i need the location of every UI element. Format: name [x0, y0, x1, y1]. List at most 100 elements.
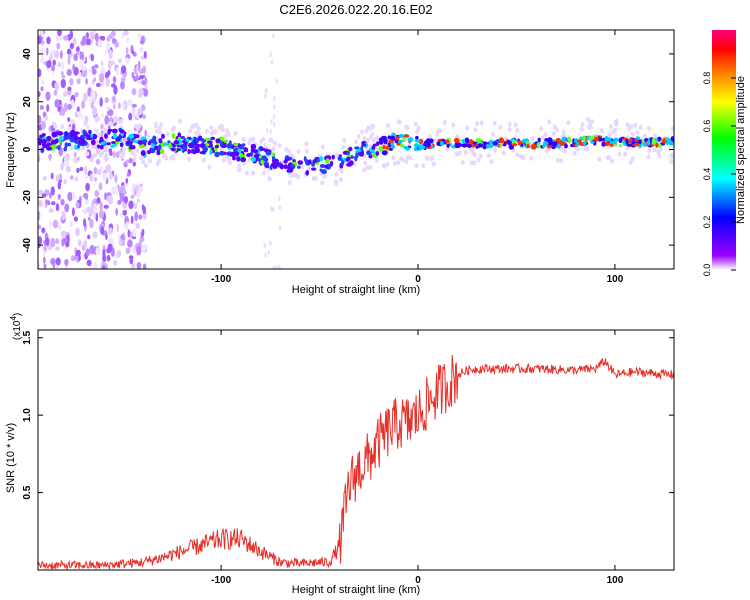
ridge-blob: [215, 138, 221, 144]
ridge-blob: [644, 138, 649, 142]
noise-blob: [108, 49, 113, 60]
halo-blob: [237, 167, 242, 173]
noise-blob: [142, 114, 147, 120]
noise-blob: [275, 78, 279, 84]
noise-blob: [83, 218, 87, 228]
halo-blob: [241, 137, 246, 142]
ridge-blob: [670, 136, 674, 142]
noise-blob: [93, 77, 97, 82]
ridge-blob: [285, 155, 290, 159]
halo-blob: [428, 134, 432, 140]
ridge-blob: [64, 142, 68, 148]
noise-blob: [80, 128, 84, 135]
noise-blob: [99, 97, 103, 107]
ridge-blob: [340, 159, 345, 166]
noise-blob: [104, 192, 107, 201]
noise-blob: [46, 47, 49, 56]
noise-blob: [49, 50, 56, 55]
ridge-blob: [436, 141, 442, 146]
ridge-blob: [397, 139, 403, 144]
ridge-blob: [517, 140, 523, 145]
halo-blob: [134, 123, 139, 129]
noise-blob: [100, 60, 104, 67]
y-tick-label: 0: [22, 146, 33, 152]
noise-blob: [94, 64, 99, 69]
ridge-blob: [158, 138, 163, 144]
ridge-blob: [236, 156, 240, 162]
noise-blob: [84, 199, 89, 205]
halo-blob: [171, 127, 175, 133]
halo-blob: [519, 154, 524, 160]
noise-blob: [50, 186, 55, 196]
noise-blob: [83, 92, 88, 102]
ridge-blob: [378, 145, 383, 151]
halo-blob: [625, 122, 630, 128]
noise-blob: [77, 239, 82, 247]
colorbar-label: Normalized spectral amplitude: [735, 76, 747, 224]
halo-blob: [104, 155, 109, 161]
noise-blob: [43, 263, 47, 269]
ridge-blob: [82, 134, 86, 140]
ridge-blob: [381, 150, 388, 156]
noise-blob: [121, 32, 125, 38]
noise-blob: [263, 242, 266, 248]
halo-blob: [143, 163, 148, 168]
halo-blob: [475, 121, 480, 127]
halo-blob: [566, 120, 571, 126]
halo-blob: [137, 123, 142, 129]
ridge-blob: [297, 160, 304, 165]
ridge-blob: [57, 144, 61, 151]
noise-blob: [86, 259, 92, 267]
noise-blob: [79, 59, 84, 68]
halo-blob: [599, 128, 604, 134]
noise-blob: [102, 265, 106, 269]
ridge-blob: [609, 143, 614, 147]
noise-blob: [69, 175, 74, 180]
noise-blob: [118, 102, 121, 110]
noise-blob: [125, 159, 129, 165]
noise-blob: [45, 199, 50, 204]
noise-blob: [105, 77, 110, 87]
ridge-blob: [110, 144, 116, 148]
halo-blob: [287, 180, 292, 185]
noise-blob: [100, 226, 105, 236]
noise-blob: [108, 171, 113, 180]
ridge-blob: [358, 151, 364, 157]
ridge-blob: [658, 143, 662, 148]
noise-blob: [53, 89, 58, 96]
halo-blob: [451, 122, 456, 128]
halo-blob: [97, 133, 101, 139]
noise-blob: [102, 172, 108, 181]
halo-blob: [165, 131, 170, 137]
halo-blob: [513, 122, 518, 128]
halo-blob: [157, 126, 162, 132]
ridge-blob: [382, 144, 386, 150]
noise-blob: [70, 255, 76, 262]
noise-blob: [64, 203, 70, 213]
ridge-blob: [642, 142, 647, 147]
noise-blob: [69, 221, 74, 227]
noise-blob: [140, 104, 146, 112]
noise-blob: [38, 200, 43, 208]
ridge-blob: [67, 142, 72, 147]
halo-blob: [103, 128, 107, 134]
halo-blob: [112, 118, 117, 124]
noise-blob: [73, 216, 78, 222]
halo-blob: [130, 150, 135, 156]
halo-blob: [306, 166, 311, 172]
ridge-blob: [526, 143, 530, 149]
noise-blob: [78, 254, 81, 262]
halo-blob: [515, 152, 520, 158]
ridge-blob: [489, 139, 494, 145]
noise-blob: [75, 201, 80, 209]
halo-blob: [38, 149, 42, 155]
halo-blob: [322, 173, 327, 179]
halo-blob: [141, 159, 146, 165]
noise-blob: [40, 47, 44, 53]
halo-blob: [472, 160, 477, 166]
ridge-blob: [96, 144, 101, 149]
ridge-blob: [638, 139, 642, 145]
ridge-blob: [481, 141, 488, 145]
noise-blob: [104, 115, 109, 125]
halo-blob: [628, 159, 633, 165]
